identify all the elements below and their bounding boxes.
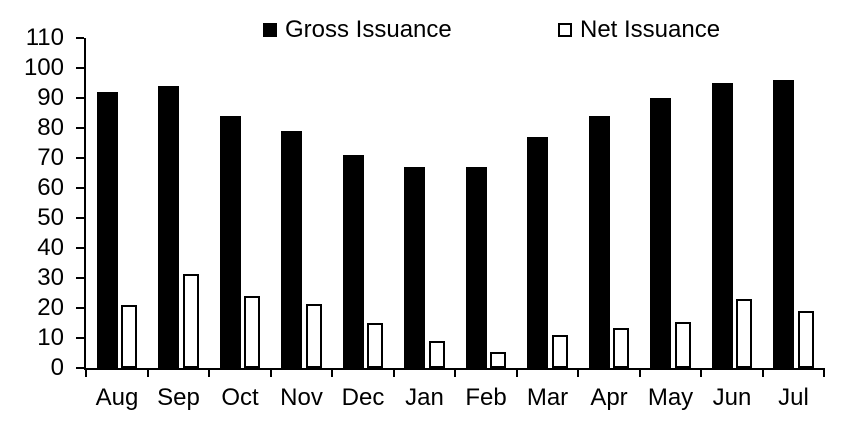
net-issuance-swatch-icon [558,23,572,37]
bar-gross-mar [527,137,548,368]
bar-net-apr [613,328,629,369]
x-axis-tick [454,368,456,377]
x-axis-label-oct: Oct [209,386,271,410]
x-axis-tick [700,368,702,377]
y-axis-tick [76,217,84,219]
x-axis-tick [639,368,641,377]
bar-net-mar [552,335,568,368]
x-axis-label-may: May [640,386,702,410]
bar-net-oct [244,296,260,368]
y-axis-tick [76,337,84,339]
bar-gross-apr [589,116,610,368]
y-axis-tick [76,97,84,99]
y-axis-line [84,38,86,370]
bar-gross-jun [712,83,733,368]
x-axis-label-jul: Jul [763,386,825,410]
y-axis-tick [76,67,84,69]
x-axis-tick [762,368,764,377]
bar-net-feb [490,352,506,369]
bar-gross-jul [773,80,794,368]
x-axis-label-sep: Sep [148,386,210,410]
y-axis-tick [76,367,84,369]
gross-issuance-swatch-icon [263,23,277,37]
y-axis-tick [76,247,84,249]
bar-gross-aug [97,92,118,368]
bar-net-jun [736,299,752,368]
y-axis-tick [76,277,84,279]
bar-net-jan [429,341,445,368]
y-axis-tick-label: 40 [0,236,64,260]
y-axis-tick [76,157,84,159]
bar-gross-oct [220,116,241,368]
y-axis-tick [76,307,84,309]
bar-gross-jan [404,167,425,368]
y-axis-tick-label: 90 [0,86,64,110]
y-axis-tick-label: 80 [0,116,64,140]
bar-gross-sep [158,86,179,368]
x-axis-label-jan: Jan [394,386,456,410]
y-axis-tick-label: 10 [0,326,64,350]
bar-net-sep [183,274,199,369]
bar-gross-feb [466,167,487,368]
bar-net-aug [121,305,137,368]
x-axis-tick [85,368,87,377]
bar-gross-nov [281,131,302,368]
x-axis-tick [331,368,333,377]
x-axis-tick [147,368,149,377]
y-axis-tick-label: 0 [0,356,64,380]
x-axis-tick [270,368,272,377]
issuance-bar-chart: Gross Issuance Net Issuance 010203040506… [0,0,852,430]
y-axis-tick [76,37,84,39]
plot-area: 0102030405060708090100110AugSepOctNovDec… [86,38,824,368]
y-axis-tick-label: 60 [0,176,64,200]
bar-net-nov [306,304,322,369]
y-axis-tick [76,187,84,189]
bar-net-dec [367,323,383,368]
x-axis-tick [823,368,825,377]
x-axis-label-dec: Dec [332,386,394,410]
y-axis-tick-label: 70 [0,146,64,170]
y-axis-tick-label: 20 [0,296,64,320]
bar-net-jul [798,311,814,368]
bar-gross-dec [343,155,364,368]
bar-gross-may [650,98,671,368]
bar-net-may [675,322,691,369]
x-axis-label-nov: Nov [271,386,333,410]
y-axis-tick-label: 50 [0,206,64,230]
x-axis-tick [577,368,579,377]
x-axis-label-feb: Feb [455,386,517,410]
x-axis-label-jun: Jun [701,386,763,410]
x-axis-label-aug: Aug [86,386,148,410]
x-axis-tick [208,368,210,377]
x-axis-label-mar: Mar [517,386,579,410]
y-axis-tick [76,127,84,129]
y-axis-tick-label: 100 [0,56,64,80]
y-axis-tick-label: 30 [0,266,64,290]
y-axis-tick-label: 110 [0,26,64,50]
x-axis-tick [393,368,395,377]
x-axis-tick [516,368,518,377]
x-axis-label-apr: Apr [578,386,640,410]
